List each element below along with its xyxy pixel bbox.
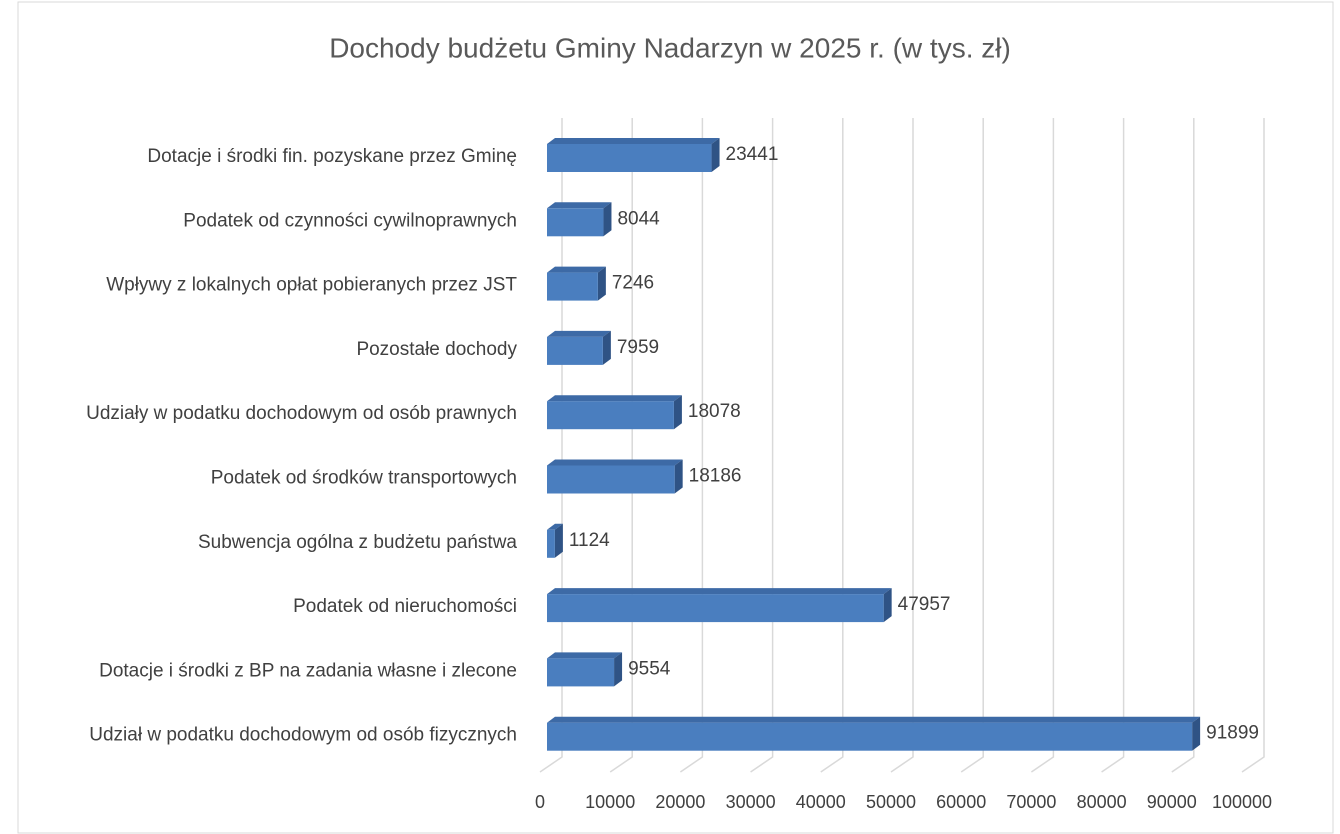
bar-side <box>603 202 612 237</box>
y-tick-label: Podatek od środków transportowych <box>211 468 517 489</box>
value-label: 91899 <box>1206 723 1259 744</box>
bar-front <box>547 658 615 687</box>
y-tick-label: Podatek od nieruchomości <box>293 596 517 617</box>
value-label: 18186 <box>689 466 742 487</box>
bar-side <box>674 459 683 494</box>
y-tick-label: Wpływy z lokalnych opłat pobieranych prz… <box>106 275 517 296</box>
bar <box>547 716 1201 751</box>
chart-title: Dochody budżetu Gminy Nadarzyn w 2025 r.… <box>329 32 1011 63</box>
bar-top <box>547 588 892 595</box>
bar-side <box>883 588 892 623</box>
value-label: 23441 <box>726 144 779 165</box>
grid-line <box>750 118 774 773</box>
y-tick-label: Podatek od czynności cywilnoprawnych <box>183 210 517 231</box>
bar-front <box>547 144 712 172</box>
bar-top <box>547 459 683 466</box>
x-tick-label: 70000 <box>1006 792 1056 812</box>
bar-top <box>547 395 682 402</box>
bar <box>547 266 606 301</box>
bar-front <box>547 401 674 430</box>
bar-top <box>547 266 606 273</box>
y-tick-label: Pozostałe dochody <box>356 339 517 360</box>
y-tick-label: Dotacje i środki z BP na zadania własne … <box>99 660 517 681</box>
bar <box>547 330 611 365</box>
grid-line <box>890 118 914 773</box>
x-tick-label: 30000 <box>726 792 776 812</box>
grid-line <box>1101 118 1125 773</box>
bar-front <box>547 208 604 237</box>
grid-line <box>1241 118 1265 773</box>
bar-front <box>547 594 884 623</box>
value-label: 7959 <box>617 337 659 358</box>
x-tick-label: 40000 <box>796 792 846 812</box>
x-tick-label: 80000 <box>1077 792 1127 812</box>
bar-top <box>547 523 563 530</box>
bar-front <box>547 529 555 558</box>
bar <box>547 459 683 494</box>
bar-front <box>547 722 1193 751</box>
x-tick-label: 60000 <box>936 792 986 812</box>
bar-top <box>547 716 1201 723</box>
bar-front <box>547 336 603 365</box>
y-tick-label: Udział w podatku dochodowym od osób fizy… <box>89 725 517 746</box>
bar <box>547 652 623 687</box>
bar-front <box>547 272 598 301</box>
bar-side <box>1192 716 1201 751</box>
grid-line <box>960 118 984 773</box>
bar-side <box>673 395 682 430</box>
y-tick-label: Udziały w podatku dochodowym od osób pra… <box>86 403 517 424</box>
bar-top <box>547 652 623 659</box>
grid-line <box>609 118 633 773</box>
x-tick-label: 20000 <box>655 792 705 812</box>
bar-side <box>614 652 623 687</box>
y-tick-label: Subwencja ogólna z budżetu państwa <box>198 532 517 553</box>
bar-front <box>547 465 675 494</box>
y-tick-label: Dotacje i środki fin. pozyskane przez Gm… <box>147 146 517 167</box>
x-tick-label: 100000 <box>1212 792 1272 812</box>
bar-side <box>711 138 720 172</box>
bar <box>547 138 720 172</box>
x-tick-label: 50000 <box>866 792 916 812</box>
value-label: 1124 <box>569 530 610 551</box>
value-label: 18078 <box>688 401 741 422</box>
grid-line <box>820 118 844 773</box>
bar-side <box>602 330 611 365</box>
bar <box>547 202 612 237</box>
bar-top <box>547 202 612 209</box>
x-tick-label: 90000 <box>1147 792 1197 812</box>
bar-side <box>597 266 606 301</box>
bar-top <box>547 330 611 337</box>
bar <box>547 523 563 558</box>
value-label: 9554 <box>628 658 671 679</box>
bar <box>547 588 892 623</box>
bar-side <box>554 523 563 558</box>
grid-line <box>679 118 704 773</box>
bar-top <box>547 138 720 144</box>
value-label: 47957 <box>898 594 951 615</box>
value-label: 7246 <box>612 273 654 294</box>
grid-line <box>1171 118 1195 773</box>
grid-line <box>1030 118 1055 773</box>
x-tick-label: 10000 <box>585 792 635 812</box>
x-tick-label: 0 <box>535 792 545 812</box>
bar <box>547 395 682 430</box>
value-label: 8044 <box>617 208 660 229</box>
